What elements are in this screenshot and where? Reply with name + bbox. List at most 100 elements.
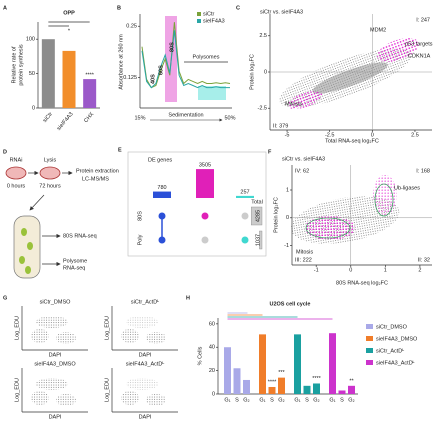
y-tick-label: 100	[26, 37, 35, 43]
highlight-cloud	[377, 37, 419, 63]
chart-title: siCtr vs. sieIF4A3	[282, 156, 325, 162]
panel-label: G	[3, 295, 7, 301]
peak-label: 60S	[158, 65, 164, 75]
bar	[348, 385, 355, 394]
y-axis-label: Protein log₂FC	[249, 54, 255, 90]
y-axis-label: Absorbance at 260 nm	[118, 34, 124, 90]
y-axis-label: % Cells	[197, 346, 203, 365]
x-label: 50%	[224, 115, 235, 121]
set-dot	[241, 236, 249, 244]
y-axis-label: Relative rate of	[11, 46, 17, 83]
event-cloud	[126, 378, 158, 390]
y-tick-label: -2.5	[258, 106, 267, 112]
y-tick-label: 1	[286, 187, 289, 193]
panel-label: A	[3, 5, 7, 11]
bar	[303, 385, 311, 394]
value-label: 257	[240, 189, 249, 195]
quadrant-label: II: 32	[418, 257, 430, 263]
gene-label: CDKN1A	[408, 53, 431, 59]
event-cloud	[121, 391, 139, 405]
highlight-cloud	[287, 90, 323, 110]
bar	[233, 368, 241, 394]
total-bar	[251, 206, 263, 226]
peak-label: 40S	[150, 74, 156, 84]
x-tick-label: G₂	[243, 397, 249, 403]
x-tick-label: G₂	[313, 397, 319, 403]
event-cloud	[146, 394, 166, 406]
y-tick-label: 0.125	[123, 75, 137, 81]
bar	[243, 379, 250, 394]
legend-label: siCtr	[203, 11, 214, 17]
x-tick-label: G₂	[278, 397, 284, 403]
quadrant-label: I: 168	[416, 168, 430, 174]
x-tick-label: G₁	[224, 397, 230, 403]
step-label: Lysis	[44, 157, 57, 163]
significance: ****	[268, 379, 277, 385]
panel-label: D	[3, 149, 7, 155]
significance: **	[349, 378, 354, 384]
dish	[39, 166, 61, 180]
quadrant-label: II: 379	[273, 123, 288, 129]
x-axis-label: DAPI	[139, 414, 152, 420]
x-axis-label: DAPI	[139, 352, 152, 358]
y-tick-label: 60	[209, 321, 215, 327]
y-axis-label: Log_EDU	[104, 378, 110, 402]
y-axis-label: Protein log₂FC	[273, 197, 279, 233]
x-tick-label: G₂	[348, 397, 354, 403]
step-label: Polysome	[63, 258, 87, 264]
bar	[278, 377, 285, 394]
legend-label: sieIF4A3_DMSO	[376, 336, 418, 342]
value-label: 3505	[199, 163, 211, 169]
bar	[236, 195, 254, 198]
x-tick-label: 2	[418, 267, 421, 273]
bar	[83, 79, 97, 108]
bar	[313, 383, 320, 394]
bar	[259, 334, 266, 394]
plot-title: sieIF4A3_DMSO	[34, 361, 76, 367]
group-label: Mitosis	[296, 249, 313, 255]
x-tick-label: S	[340, 397, 344, 403]
chart-title: siCtr vs. sieIF4A3	[260, 9, 303, 15]
total-value: 4285	[255, 210, 261, 222]
group-label: Ub-ligases	[394, 185, 420, 191]
y-tick-label: 50	[29, 71, 35, 77]
y-tick-label: 0.25	[126, 24, 137, 30]
step-label: 72 hours	[39, 183, 61, 189]
ribosome	[27, 242, 33, 250]
point-cloud	[312, 62, 388, 94]
panel-label: C	[236, 5, 240, 11]
bar	[41, 39, 55, 109]
significance: *	[68, 28, 71, 34]
ribosome	[19, 256, 25, 264]
y-axis-label: protein synthesis	[18, 44, 24, 86]
legend-swatch	[366, 336, 373, 341]
step-label: Protein extraction	[76, 168, 119, 174]
event-cloud	[36, 378, 68, 390]
bar	[153, 191, 171, 198]
set-dot	[158, 236, 166, 244]
legend-swatch	[197, 19, 201, 23]
y-tick-label: -1	[284, 243, 289, 249]
x-axis-label: Total RNA-seq log₂FC	[325, 138, 379, 144]
set-label: Poly	[137, 234, 143, 245]
total-bar	[259, 230, 263, 250]
event-cloud	[146, 332, 166, 344]
quadrant-label: III: 222	[295, 257, 312, 263]
ribosome	[21, 228, 27, 236]
event-cloud	[56, 332, 76, 344]
x-tick-label: -5	[285, 132, 290, 138]
x-tick-label: S	[235, 397, 239, 403]
x-label: 15%	[134, 115, 145, 121]
highlight-cloud	[373, 175, 397, 215]
step-label: 80S RNA-seq	[63, 233, 97, 239]
event-cloud	[31, 391, 49, 405]
x-axis-label: DAPI	[49, 352, 62, 358]
x-tick-label: 0	[371, 132, 374, 138]
panel-label: B	[117, 5, 121, 11]
x-tick-label: 0	[349, 267, 352, 273]
significance: ****	[312, 376, 321, 382]
x-tick-label: 2.5	[411, 132, 419, 138]
x-tick-label: S	[305, 397, 309, 403]
x-tick-label: G₁	[329, 397, 335, 403]
event-cloud	[36, 316, 68, 328]
